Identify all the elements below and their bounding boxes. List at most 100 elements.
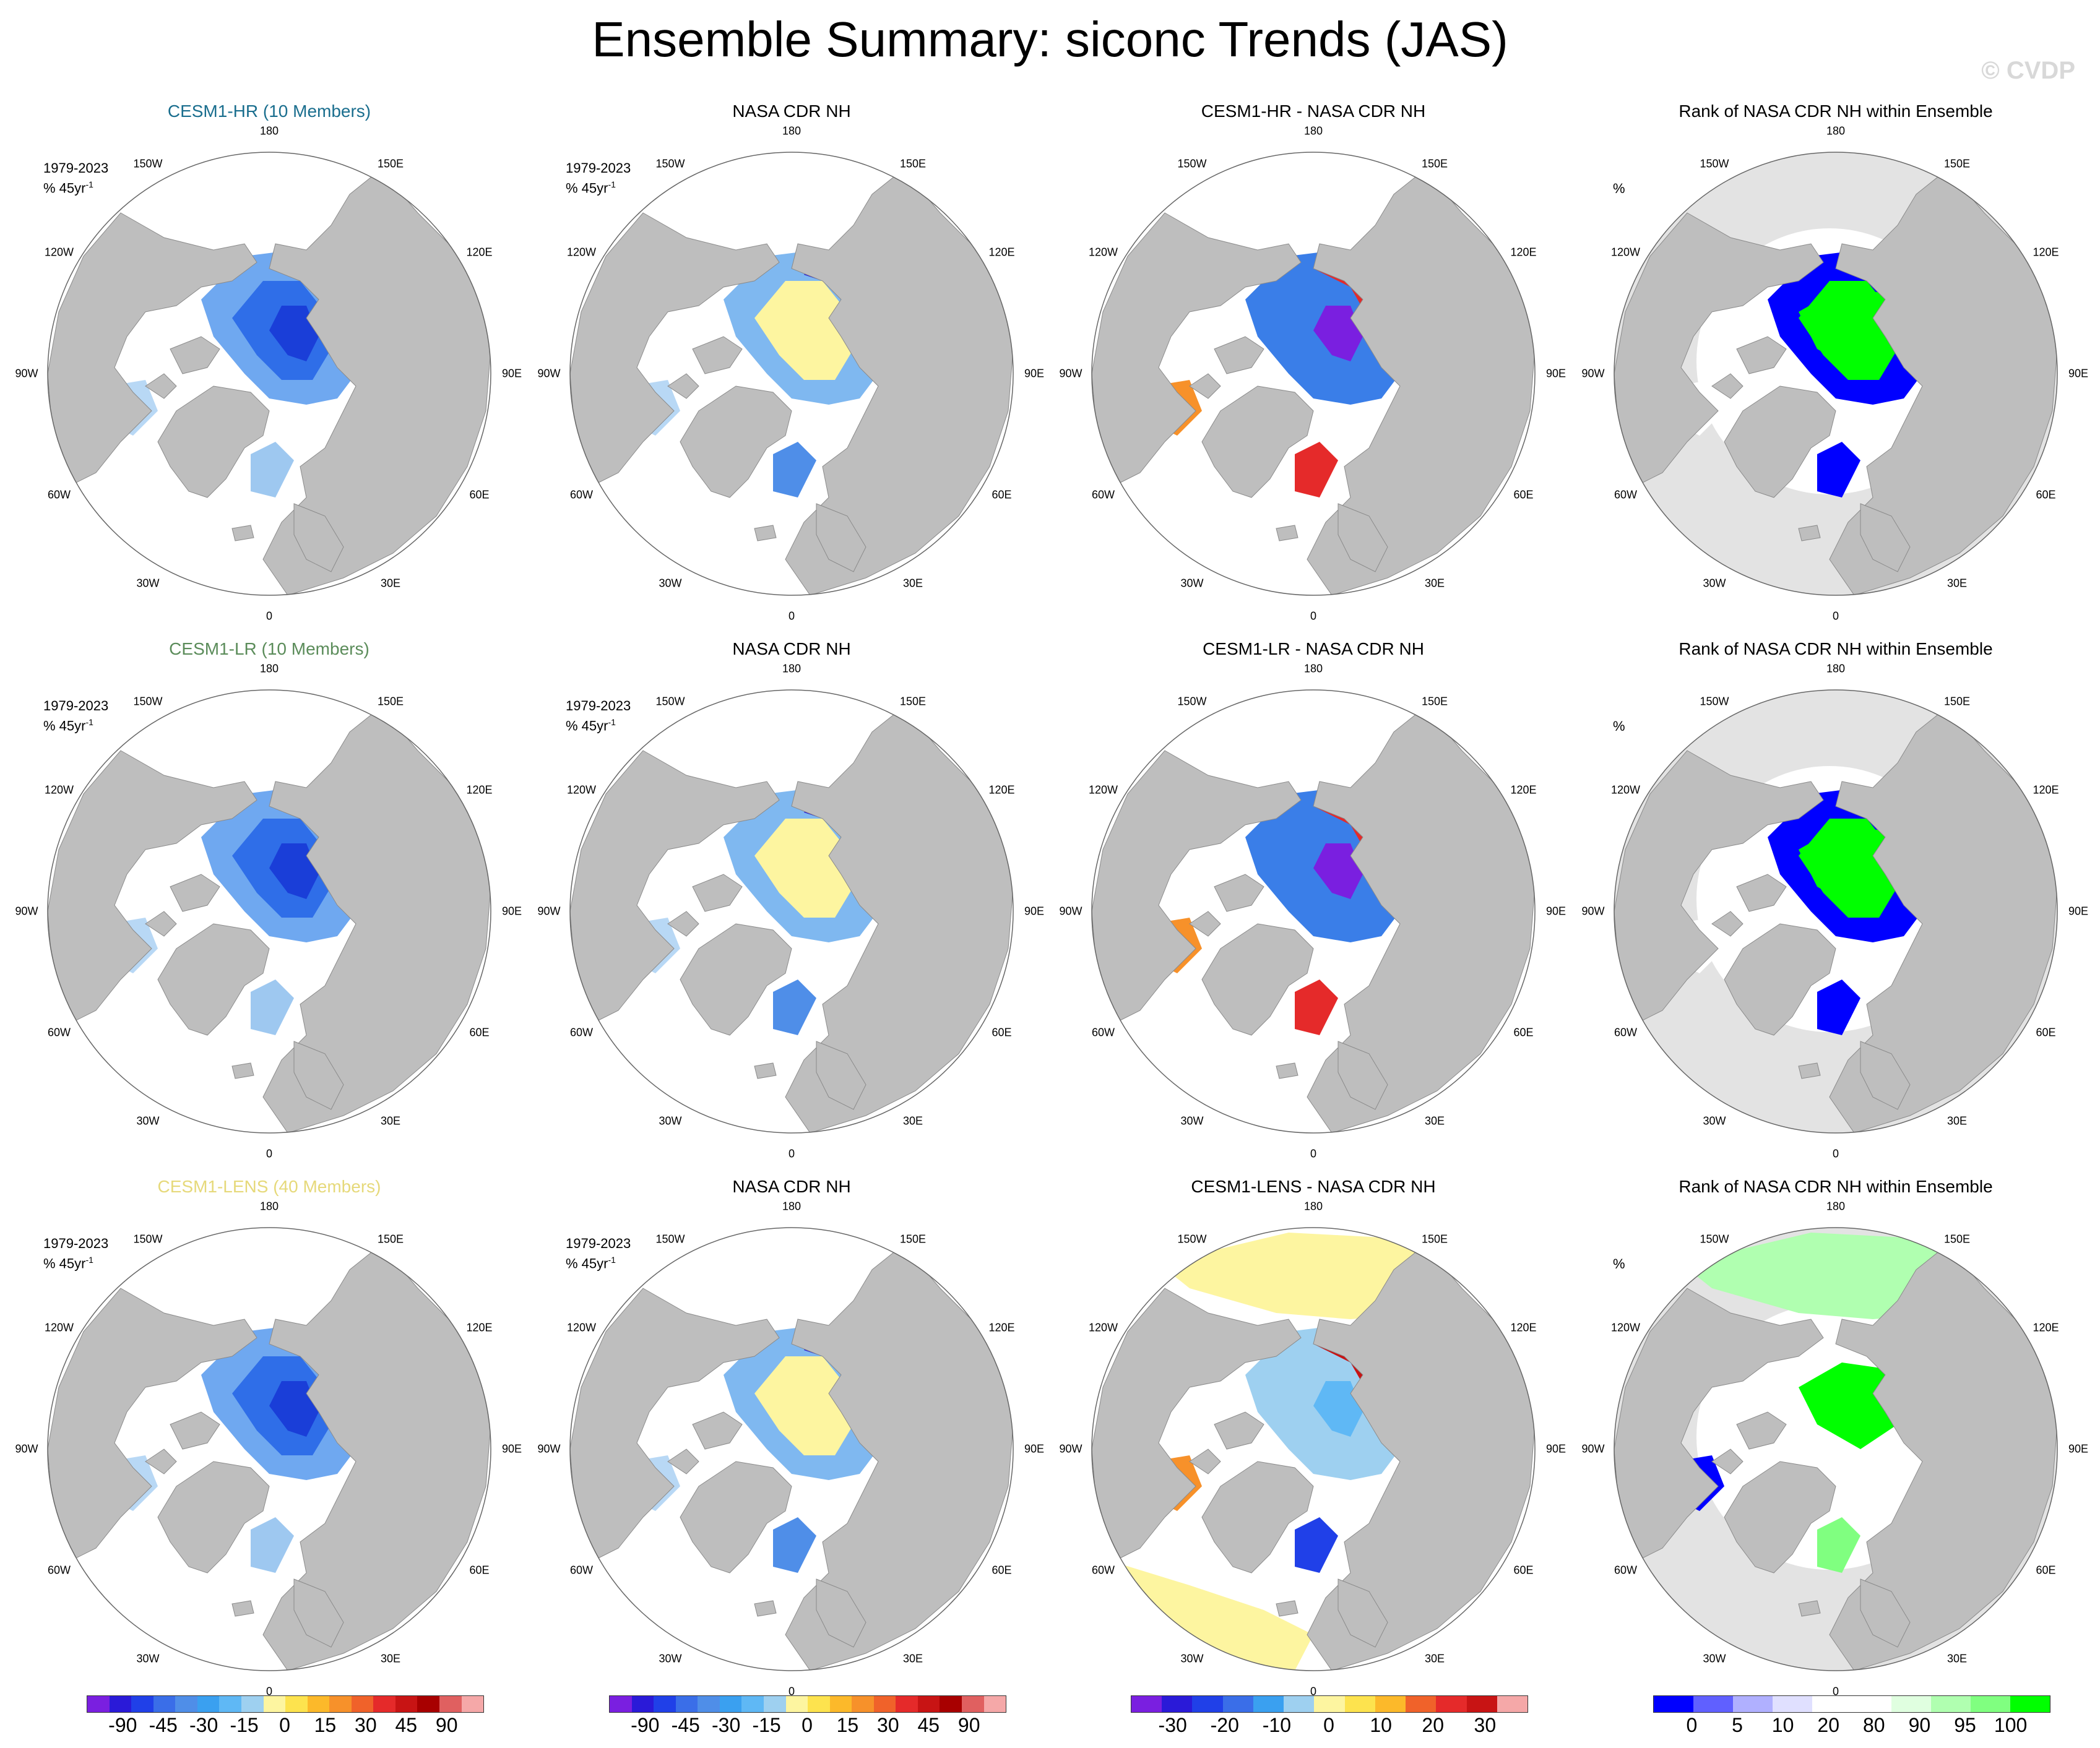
land-mass bbox=[667, 911, 699, 937]
colorbar-swatch bbox=[1852, 1696, 1891, 1712]
colorbar-tick-label: 10 bbox=[1370, 1714, 1392, 1736]
map-boundary bbox=[569, 1227, 1014, 1671]
longitude-label: 60W bbox=[48, 1026, 71, 1039]
colorbar-swatch bbox=[1466, 1696, 1497, 1712]
longitude-label: 60W bbox=[1614, 1026, 1638, 1039]
map-boundary bbox=[1091, 1227, 1536, 1671]
longitude-label: 150W bbox=[655, 1233, 685, 1246]
longitude-label: 150E bbox=[377, 1233, 404, 1246]
colorbar-tick-label: 5 bbox=[1732, 1714, 1743, 1736]
land-mass bbox=[1860, 1041, 1911, 1110]
land-mass bbox=[1798, 1600, 1821, 1617]
land-mass bbox=[680, 385, 792, 498]
longitude-label: 180 bbox=[782, 1200, 802, 1213]
colorbar-swatch bbox=[417, 1696, 439, 1712]
land-mass bbox=[231, 525, 254, 541]
colorbar-swatch bbox=[373, 1696, 395, 1712]
longitude-label: 30E bbox=[380, 1652, 401, 1665]
longitude-label: 90E bbox=[1024, 1442, 1045, 1455]
land-mass bbox=[48, 212, 257, 486]
longitude-label: 120W bbox=[567, 1321, 597, 1334]
longitude-label: 0 bbox=[788, 1685, 795, 1698]
sea-ice-trend-field bbox=[1109, 1561, 1313, 1671]
land-mass bbox=[692, 336, 743, 374]
colorbar-tick-label: -10 bbox=[1262, 1714, 1291, 1736]
longitude-label: 150W bbox=[133, 157, 163, 170]
land-mass bbox=[1798, 525, 1821, 541]
colorbar-tick-label: -90 bbox=[631, 1714, 660, 1736]
units-base: % 45yr bbox=[43, 180, 86, 196]
colorbar-tick-label: 30 bbox=[877, 1714, 899, 1736]
longitude-label: 60W bbox=[1092, 1564, 1115, 1577]
units-text: % 45yr-1 bbox=[566, 1252, 631, 1272]
sea-ice-trend-field bbox=[773, 1517, 816, 1573]
longitude-label: 120W bbox=[45, 783, 74, 796]
colorbar-ticks: -90 -45 -30 -15 0 15 30 45 90 bbox=[87, 1714, 483, 1739]
longitude-label: 30E bbox=[1947, 1114, 1968, 1127]
colorbar-swatch bbox=[307, 1696, 330, 1712]
period-label: 1979-2023% 45yr-1 bbox=[43, 698, 108, 734]
land-mass bbox=[754, 525, 777, 541]
longitude-label: 180 bbox=[782, 662, 802, 675]
longitude-label: 180 bbox=[1303, 662, 1323, 675]
longitude-label: 90W bbox=[537, 367, 561, 380]
longitude-label: 180 bbox=[259, 662, 279, 675]
longitude-label: 0 bbox=[266, 1685, 273, 1698]
land-mass bbox=[1829, 707, 2057, 1133]
sea-ice-trend-field bbox=[1295, 979, 1338, 1035]
rank-units-label: % bbox=[1613, 718, 1625, 734]
longitude-label: 120W bbox=[1611, 1321, 1641, 1334]
colorbar-swatch bbox=[719, 1696, 742, 1712]
land-mass bbox=[1711, 1449, 1744, 1475]
colorbar-swatch bbox=[461, 1696, 484, 1712]
longitude-label: 120W bbox=[1089, 246, 1118, 259]
colorbar-swatch bbox=[1192, 1696, 1223, 1712]
land-mass bbox=[1337, 1578, 1388, 1648]
colorbar-swatch bbox=[698, 1696, 720, 1712]
land-mass bbox=[1092, 1288, 1302, 1561]
colorbar-tick-label: 15 bbox=[836, 1714, 859, 1736]
polar-map bbox=[47, 152, 491, 596]
longitude-label: 30E bbox=[1424, 1652, 1445, 1665]
land-mass bbox=[231, 1062, 254, 1079]
land-mass bbox=[1337, 503, 1388, 572]
longitude-label: 120W bbox=[1089, 783, 1118, 796]
colorbar-swatch bbox=[1222, 1696, 1253, 1712]
colorbar-swatch bbox=[263, 1696, 286, 1712]
land-mass bbox=[1711, 373, 1744, 399]
units-text: % 45yr-1 bbox=[43, 176, 108, 196]
longitude-label: 150E bbox=[1943, 1233, 1971, 1246]
longitude-label: 30E bbox=[902, 577, 923, 590]
longitude-label: 90E bbox=[1545, 1442, 1566, 1455]
map-boundary bbox=[569, 689, 1014, 1134]
colorbar-tick-label: 90 bbox=[957, 1714, 980, 1736]
colorbar-tick-label: 90 bbox=[435, 1714, 458, 1736]
land-mass bbox=[1214, 1411, 1264, 1450]
panel-title: Rank of NASA CDR NH within Ensemble bbox=[1679, 639, 1993, 658]
colorbar-swatch bbox=[395, 1696, 418, 1712]
longitude-label: 60E bbox=[2036, 1026, 2056, 1039]
colorbar-tick-label: 15 bbox=[314, 1714, 337, 1736]
colorbar-swatch bbox=[1162, 1696, 1193, 1712]
polar-map bbox=[1091, 152, 1536, 596]
units-text: % 45yr-1 bbox=[566, 176, 631, 196]
land-mass bbox=[1724, 385, 1836, 498]
longitude-label: 30W bbox=[659, 577, 682, 590]
longitude-label: 120W bbox=[1611, 246, 1641, 259]
units-base: % 45yr bbox=[566, 1255, 608, 1272]
colorbar-swatch bbox=[1931, 1696, 1971, 1712]
colorbar-tick-label: 45 bbox=[917, 1714, 940, 1736]
longitude-label: 120E bbox=[988, 246, 1015, 259]
land-mass bbox=[1201, 923, 1314, 1036]
land-mass bbox=[680, 923, 792, 1036]
colorbar-swatch bbox=[329, 1696, 352, 1712]
sea-ice-trend-field bbox=[1817, 1517, 1860, 1573]
longitude-label: 150W bbox=[655, 695, 685, 708]
longitude-label: 120E bbox=[1510, 1321, 1537, 1334]
rank-units-label: % bbox=[1613, 1256, 1625, 1272]
longitude-label: 120W bbox=[45, 246, 74, 259]
colorbar-tick-label: -45 bbox=[671, 1714, 700, 1736]
polar-map bbox=[569, 1227, 1014, 1671]
longitude-label: 90W bbox=[1059, 905, 1082, 918]
panel-title: NASA CDR NH bbox=[732, 1177, 851, 1196]
